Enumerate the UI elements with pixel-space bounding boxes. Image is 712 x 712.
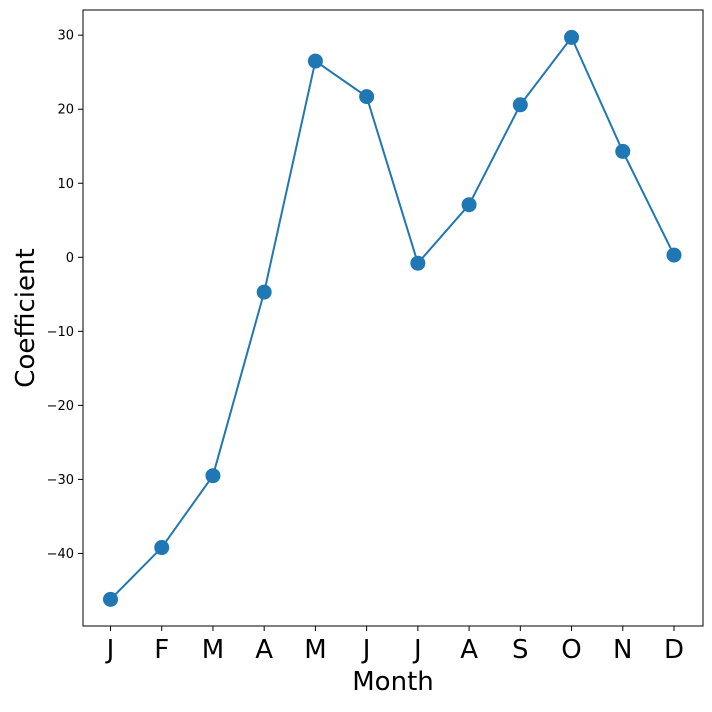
data-point [359, 89, 375, 105]
y-tick-label: −30 [47, 473, 74, 488]
y-tick-label: 30 [57, 29, 74, 44]
x-tick-label: M [304, 635, 326, 665]
data-point [103, 591, 118, 607]
data-point [205, 468, 221, 484]
x-tick-label: A [255, 635, 273, 665]
data-point [461, 197, 477, 213]
data-point [256, 284, 272, 300]
y-tick-label: 10 [57, 177, 74, 192]
x-tick-label: J [361, 635, 371, 665]
data-point [615, 143, 631, 159]
data-point [410, 255, 426, 271]
data-point [307, 53, 323, 69]
y-axis-ticks: −40 −30 −20 −10 0 10 20 30 [47, 29, 83, 562]
data-point [666, 247, 682, 263]
x-tick-label: M [202, 635, 224, 665]
y-tick-label: −20 [47, 399, 74, 414]
x-tick-label: N [613, 635, 632, 665]
x-tick-label: A [460, 635, 478, 665]
data-point [154, 540, 170, 556]
series-layer [103, 29, 682, 607]
x-tick-label: D [664, 635, 684, 665]
x-tick-label: O [561, 635, 581, 665]
data-point [564, 29, 580, 45]
x-tick-label: F [154, 635, 169, 665]
data-point [512, 97, 528, 113]
x-axis-label: Month [352, 667, 434, 697]
x-tick-label: J [105, 635, 115, 665]
x-tick-label: J [412, 635, 422, 665]
y-tick-label: 20 [57, 103, 74, 118]
plot-frame [82, 9, 704, 627]
y-tick-label: −40 [47, 547, 74, 562]
y-tick-label: −10 [47, 325, 74, 340]
y-tick-label: 0 [66, 251, 74, 266]
y-axis-label: Coefficient [11, 248, 41, 387]
x-tick-label: S [512, 635, 529, 665]
series-line [109, 35, 675, 601]
